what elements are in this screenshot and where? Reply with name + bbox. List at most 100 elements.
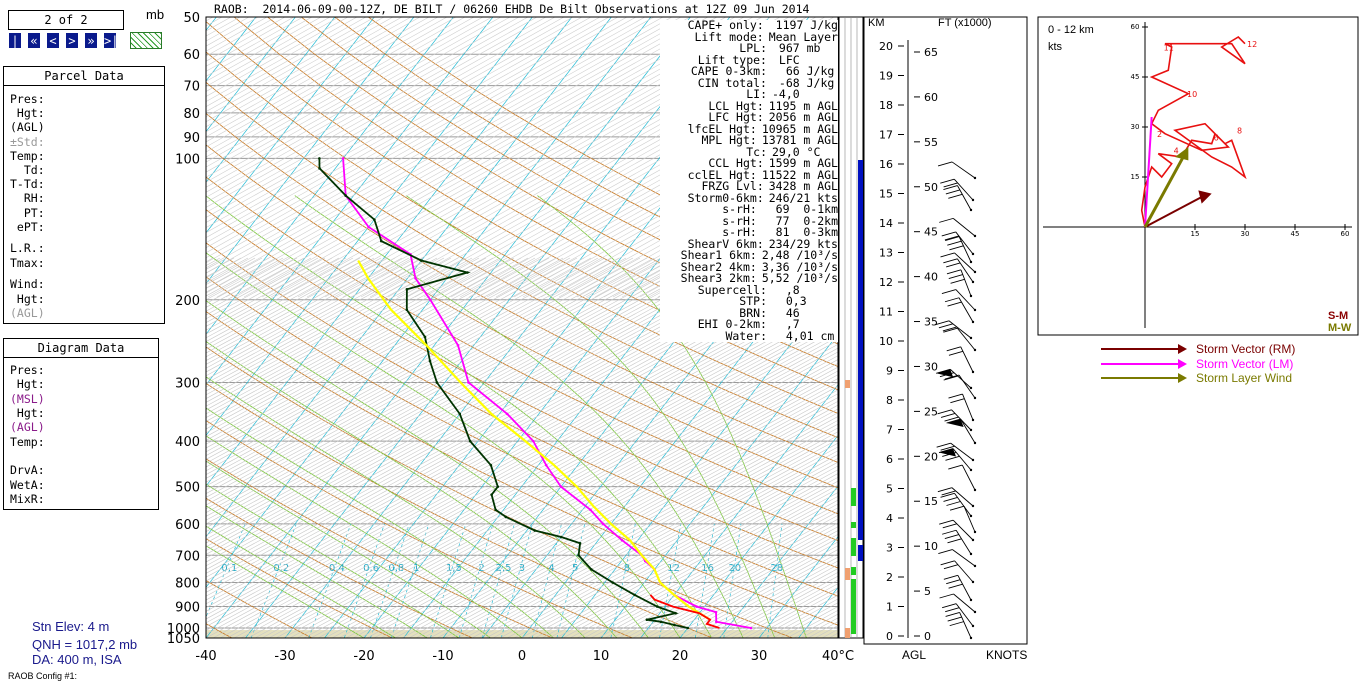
sounding-point — [601, 522, 605, 526]
stat-value: 77 0-2km — [761, 213, 838, 228]
station-density-altitude: DA: 400 m, ISA — [32, 652, 122, 667]
stat-row: EHI 0-2km: ,7 — [660, 317, 838, 331]
wind-barb-flag — [947, 538, 962, 544]
diagram-row-0: Pres: — [10, 363, 45, 377]
hatch-line — [206, 257, 347, 335]
temperature-tick-label: -20 — [353, 649, 374, 664]
hatch-line — [206, 257, 641, 494]
ft-tick-label: 15 — [924, 495, 938, 508]
sounding-point — [505, 412, 509, 416]
hatch-line — [206, 257, 669, 510]
moisture-layer-bar — [851, 488, 856, 506]
hatch-line — [499, 454, 838, 638]
wind-barb-flag — [950, 278, 965, 284]
stat-row: Shear2 4km: 3,36 /10³/s — [660, 261, 838, 274]
page-indicator: 2 of 2 — [8, 10, 124, 30]
hatch-line — [206, 257, 718, 536]
mixing-ratio-line — [206, 523, 246, 619]
hatch-line — [492, 450, 838, 638]
diagram-data-title: Diagram Data — [3, 338, 159, 358]
hatch-line — [206, 17, 646, 264]
wind-barb-base — [971, 538, 975, 542]
temperature-tick-label: 30 — [751, 649, 768, 664]
hatch-line — [206, 257, 459, 396]
wind-barb-staff — [957, 575, 972, 601]
mixing-ratio-label: 16 — [701, 563, 714, 574]
sounding-point — [589, 508, 592, 512]
wind-barb-base — [973, 396, 977, 400]
last-page-button[interactable]: >| — [103, 32, 119, 49]
axes: 5060708090100200300400500600700800900100… — [167, 11, 854, 664]
sounding-point — [414, 276, 417, 280]
hatch-line — [206, 17, 457, 158]
moist-adiabat — [206, 300, 649, 638]
hatch-line — [234, 17, 736, 298]
wind-barb-flag — [942, 523, 957, 529]
wind-barb-flag — [946, 579, 961, 585]
next-button[interactable]: > — [65, 32, 79, 49]
parcel-row3-0: Wind: — [10, 277, 45, 291]
hatch-line — [471, 438, 838, 638]
first-page-button[interactable]: |< — [8, 32, 22, 65]
chart-title: RAOB: 2014-06-09-00-12Z, DE BILT / 06260… — [214, 2, 810, 16]
hatch-line — [296, 343, 838, 638]
prev-button[interactable]: < — [46, 32, 60, 49]
stat-row: CIN total: -68 J/kg — [660, 77, 838, 90]
stat-key: Supercell: — [697, 282, 767, 297]
stat-key: EHI 0-2km: — [697, 317, 767, 331]
wind-barb-base — [969, 468, 973, 472]
wind-barb-flag — [940, 252, 955, 258]
mixing-ratio-line — [343, 523, 385, 638]
wind-barb-staff — [958, 374, 976, 399]
hatch-line — [590, 503, 838, 638]
ft-tick-label: 65 — [924, 46, 938, 59]
legend-label: Storm Vector (LM) — [1196, 356, 1294, 371]
sounding-point — [490, 493, 493, 496]
sounding-series-line — [318, 158, 688, 629]
hatch-line — [206, 17, 403, 128]
hatch-line — [206, 257, 662, 506]
hatch-toggle-icon[interactable] — [130, 32, 162, 49]
hatch-line — [206, 17, 331, 87]
km-tick-label: 6 — [886, 453, 893, 466]
sounding-point — [673, 623, 676, 627]
hatch-line — [401, 400, 838, 638]
wind-barb-flag — [946, 346, 961, 352]
wind-barb-flag — [948, 350, 964, 356]
stat-value: 81 0-3km — [761, 225, 838, 239]
hatch-line — [394, 397, 838, 638]
dry-adiabat — [206, 276, 838, 597]
stat-key: MPL Hgt: — [701, 133, 757, 147]
prev-fast-button[interactable]: « — [27, 32, 41, 49]
dry-adiabat — [206, 382, 713, 638]
height-column: 2019181716151413121110987654321065605550… — [838, 16, 1028, 645]
km-tick-label: 14 — [879, 217, 893, 230]
hatch-line — [597, 507, 838, 638]
next-fast-button[interactable]: » — [84, 32, 98, 49]
wind-barb-flag — [946, 501, 961, 506]
parcel-row-7: RH: — [10, 191, 45, 206]
stat-value: ,7 — [772, 317, 800, 331]
wind-barb-base — [971, 418, 975, 422]
hatch-line — [443, 423, 838, 638]
wind-barb-flag — [938, 549, 953, 554]
wind-barb-base — [969, 208, 973, 212]
sounding-point — [456, 343, 460, 347]
sounding-point — [458, 412, 462, 416]
hatch-line — [206, 257, 543, 441]
hodograph-height-label: 12 — [1247, 40, 1257, 49]
hatch-line — [206, 257, 627, 487]
wind-barb-base — [971, 320, 975, 324]
hatch-line — [206, 257, 515, 426]
moisture-layer-bar — [851, 579, 856, 634]
storm-vector-rm-arrow — [1198, 190, 1212, 204]
mixing-ratio-line — [250, 523, 297, 638]
stat-value: 2056 m AGL — [768, 110, 838, 124]
km-tick-label: 10 — [879, 335, 893, 348]
hatch-line — [206, 257, 683, 517]
stat-row: Supercell: ,8 — [660, 282, 838, 297]
wind-barb-flag — [948, 393, 963, 399]
hatch-line — [206, 17, 502, 183]
wind-barb-flag — [949, 621, 964, 627]
